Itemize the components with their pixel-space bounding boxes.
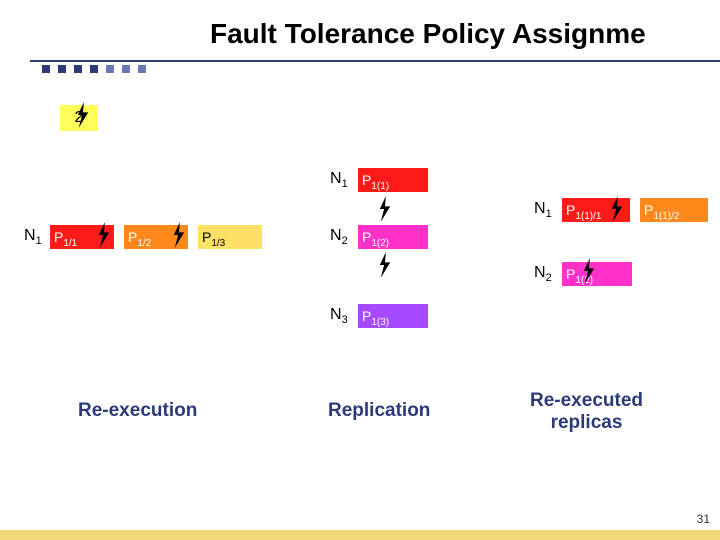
- process-box-rr12: P1(1)/2: [640, 198, 708, 222]
- caption-reexec-replicas: Re-executedreplicas: [530, 390, 643, 434]
- node-label-rep3: N3: [330, 306, 348, 326]
- bolt-icon: [376, 252, 394, 278]
- process-box-rp11: P1(1): [358, 168, 428, 192]
- bolt-icon: [95, 222, 113, 248]
- slide-title: Fault Tolerance Policy Assignme: [210, 18, 646, 50]
- node-label-rr2: N2: [534, 264, 552, 284]
- node-label-rep2: N2: [330, 227, 348, 247]
- process-box-rp12: P1(2): [358, 225, 428, 249]
- process-box-rp13: P1(3): [358, 304, 428, 328]
- caption-reexecution: Re-execution: [78, 400, 197, 422]
- node-label-rep1: N1: [330, 170, 348, 190]
- title-rule: [30, 60, 720, 72]
- process-box-p13: P1/3: [198, 225, 262, 249]
- bolt-icon: [74, 102, 92, 128]
- bolt-icon: [376, 196, 394, 222]
- page-number: 31: [697, 512, 710, 526]
- node-label-rr1: N1: [534, 200, 552, 220]
- bolt-icon: [608, 196, 626, 222]
- node-label-n1-left: N1: [24, 227, 42, 247]
- bolt-icon: [580, 258, 598, 284]
- bolt-icon: [170, 222, 188, 248]
- footer-bar: [0, 530, 720, 540]
- caption-replication: Replication: [328, 400, 430, 422]
